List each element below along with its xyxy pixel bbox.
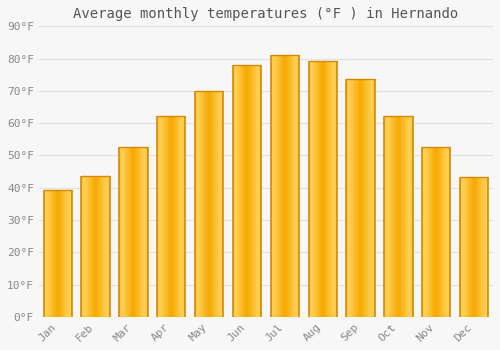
Title: Average monthly temperatures (°F ) in Hernando: Average monthly temperatures (°F ) in He… bbox=[74, 7, 458, 21]
